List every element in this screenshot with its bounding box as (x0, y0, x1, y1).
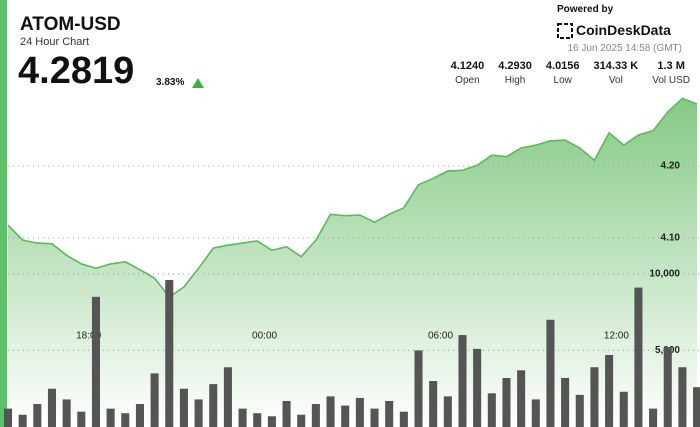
timestamp: 16 Jun 2025 14:58 (GMT) (567, 43, 682, 54)
volume-bar (341, 405, 350, 427)
stat: 314.33 K Vol (594, 60, 639, 86)
stat-label: Vol (608, 75, 623, 86)
y-tick-label: 4.10 (661, 233, 681, 244)
stat-value: 1.3 M (657, 60, 685, 72)
volume-bar (414, 350, 423, 427)
volume-bar (502, 377, 511, 427)
volume-bar (47, 388, 57, 427)
volume-bar (267, 416, 276, 427)
volume-bar (590, 367, 599, 427)
volume-bar (297, 414, 306, 427)
volume-bar (678, 367, 687, 427)
volume-bar (194, 399, 203, 427)
subtitle: 24 Hour Chart (20, 36, 90, 48)
price-area (8, 98, 698, 427)
stat-value: 314.33 K (593, 60, 639, 72)
volume-bar (326, 396, 335, 427)
price: 4.2819 (18, 50, 135, 92)
volume-bar (443, 396, 452, 427)
volume-bar (693, 387, 700, 427)
volume-bar (311, 404, 320, 427)
volume-bar (385, 400, 394, 427)
powered-by: Powered by (557, 4, 614, 15)
volume-bar (106, 408, 115, 427)
stat: 4.2930 High (498, 60, 532, 86)
volume-bar (165, 279, 174, 427)
volume-bar (355, 397, 364, 427)
x-tick-label: 12:00 (604, 331, 629, 342)
stat-label: Open (455, 75, 480, 86)
volume-bar (649, 408, 658, 427)
stat-value: 4.2930 (498, 60, 532, 72)
stat-label: Vol USD (652, 75, 690, 86)
stats: 4.1240 Open 4.2930 High 4.0156 Low 314.33 K Vol… (451, 60, 690, 86)
volume-bar (253, 413, 262, 427)
volume-bar (575, 394, 584, 427)
volume-bar (91, 296, 100, 427)
volume-bar (150, 373, 159, 427)
x-tick-label: 06:00 (428, 331, 453, 342)
volume-bar (3, 408, 13, 427)
accent-strip (0, 0, 7, 427)
volume-bar (18, 414, 27, 427)
stat: 4.0156 Low (546, 60, 580, 86)
volume-bar (77, 411, 86, 427)
volume-bar (634, 287, 643, 427)
stat-label: Low (553, 75, 572, 86)
volume-bar (282, 400, 291, 427)
price-line (7, 97, 698, 299)
volume-bar (605, 355, 614, 427)
volume-bar (238, 408, 247, 427)
volume-bar (370, 408, 379, 427)
stat-value: 4.0156 (545, 60, 580, 72)
volume-bar (121, 413, 130, 427)
x-tick-label: 18:00 (76, 331, 101, 342)
volume-bar (429, 381, 438, 427)
volume-bar (209, 384, 218, 427)
stat: 4.1240 Open (451, 60, 485, 86)
volume-bar (619, 391, 628, 427)
volume-bar (531, 399, 540, 427)
change: 3.83% (156, 77, 185, 88)
y-tick-label: 10,000 (649, 268, 680, 279)
stat: 1.3 M Vol USD (652, 60, 690, 86)
x-tick-label: 00:00 (252, 331, 277, 342)
volume-bar (62, 399, 71, 427)
volume-bar (663, 347, 672, 427)
stat-value: 4.1240 (450, 60, 485, 72)
volume-bar (473, 348, 482, 427)
up-arrow (192, 78, 204, 88)
volume-bar (135, 404, 144, 427)
volume-bar (561, 377, 570, 427)
brand-icon (557, 23, 573, 39)
volume-bar (223, 367, 232, 427)
volume-bar (517, 370, 526, 427)
volume-bar (458, 335, 467, 427)
brand: CoinDeskData (576, 22, 671, 38)
volume-bar (179, 388, 188, 427)
volume-bar (33, 404, 42, 427)
y-tick-label: 4.20 (661, 161, 681, 172)
volume-bar (399, 411, 408, 427)
volume-bar (487, 393, 496, 427)
symbol: ATOM-USD (20, 14, 121, 35)
stat-label: High (504, 75, 526, 86)
volume-bar (546, 319, 555, 427)
